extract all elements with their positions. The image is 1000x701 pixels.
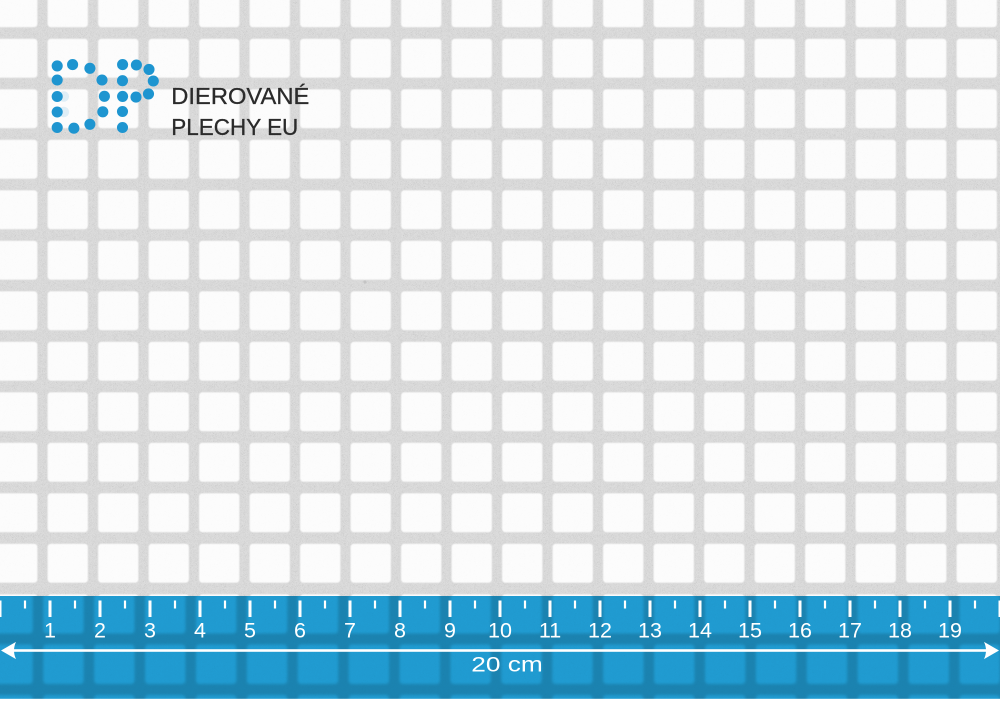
- svg-text:4: 4: [194, 618, 206, 642]
- svg-text:1: 1: [44, 618, 56, 642]
- svg-text:17: 17: [838, 618, 862, 642]
- svg-text:7: 7: [344, 618, 356, 642]
- svg-text:12: 12: [588, 618, 612, 642]
- svg-text:8: 8: [394, 618, 406, 642]
- svg-text:18: 18: [888, 618, 912, 642]
- svg-text:20 cm: 20 cm: [471, 654, 543, 677]
- svg-text:10: 10: [488, 618, 512, 642]
- svg-text:5: 5: [244, 618, 256, 642]
- svg-text:2: 2: [94, 618, 106, 642]
- svg-text:15: 15: [738, 618, 762, 642]
- svg-text:9: 9: [444, 618, 456, 642]
- svg-text:16: 16: [788, 618, 812, 642]
- svg-text:19: 19: [938, 618, 962, 642]
- svg-text:13: 13: [638, 618, 662, 642]
- svg-text:PLECHY EU: PLECHY EU: [171, 114, 298, 140]
- svg-text:6: 6: [294, 618, 306, 642]
- svg-text:14: 14: [688, 618, 712, 642]
- svg-text:11: 11: [539, 618, 561, 642]
- svg-text:DIEROVANÉ: DIEROVANÉ: [171, 83, 309, 109]
- svg-text:3: 3: [144, 618, 156, 642]
